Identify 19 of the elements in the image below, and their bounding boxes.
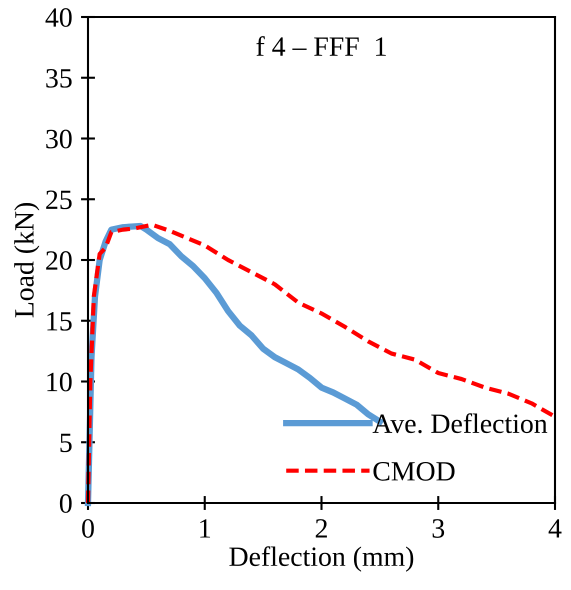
x-tick-label: 0 [82, 519, 94, 538]
x-tick-label: 4 [548, 519, 562, 538]
y-tick-label: 25 [46, 190, 72, 210]
y-tick-label: 15 [47, 312, 72, 331]
y-tick-label: 5 [60, 434, 72, 452]
y-tick-label: 10 [47, 372, 72, 392]
y-axis-title: Load (kN) [14, 202, 40, 318]
x-tick-label: 1 [200, 519, 210, 538]
y-tick-label: 20 [46, 251, 72, 270]
y-tick-label: 40 [45, 8, 72, 27]
y-tick-label: 30 [46, 130, 72, 148]
x-axis-title: Deflection (mm) [229, 546, 414, 572]
annotation: f 4 – FFF 1 [256, 36, 386, 56]
y-tick-label: 0 [60, 494, 72, 513]
legend-label: CMOD [373, 462, 455, 481]
legend-label: Ave. Deflection [372, 413, 548, 434]
y-tick-label: 35 [46, 68, 72, 88]
x-tick-label: 3 [432, 519, 444, 538]
x-tick-label: 2 [316, 519, 327, 538]
